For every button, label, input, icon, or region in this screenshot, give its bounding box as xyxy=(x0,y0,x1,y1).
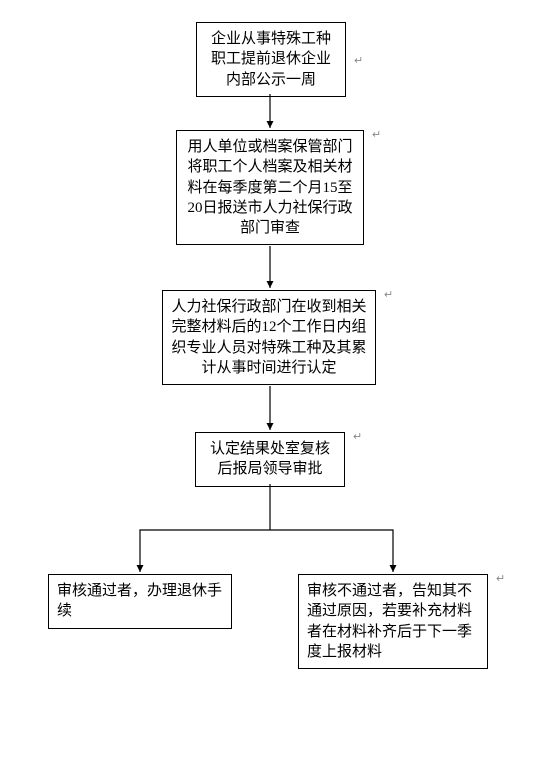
para-marker: ↵ xyxy=(496,572,505,585)
node-text: 人力社保行政部门在收到相关完整材料后的12个工作日内组织专业人员对特殊工种及其累… xyxy=(171,299,366,376)
flowchart-page: { "type": "flowchart", "background_color… xyxy=(0,0,548,761)
flow-node-6: 审核不通过者，告知其不通过原因，若要补充材料者在材料补齐后于下一季度上报材料 xyxy=(298,574,488,669)
flow-node-4: 认定结果处室复核后报局领导审批 xyxy=(195,432,345,487)
flow-node-2: 用人单位或档案保管部门将职工个人档案及相关材料在每季度第二个月15至20日报送市… xyxy=(176,130,364,245)
edge-split-n5 xyxy=(140,530,270,572)
node-text: 审核不通过者，告知其不通过原因，若要补充材料者在材料补齐后于下一季度上报材料 xyxy=(307,583,472,660)
flow-node-5: 审核通过者，办理退休手续 xyxy=(48,574,232,629)
edge-split-n6 xyxy=(270,530,393,572)
para-marker: ↵ xyxy=(384,288,393,301)
para-marker: ↵ xyxy=(354,54,363,67)
flow-node-1: 企业从事特殊工种职工提前退休企业内部公示一周 xyxy=(196,22,346,97)
node-text: 审核通过者，办理退休手续 xyxy=(57,583,222,619)
flow-node-3: 人力社保行政部门在收到相关完整材料后的12个工作日内组织专业人员对特殊工种及其累… xyxy=(162,290,376,385)
node-text: 认定结果处室复核后报局领导审批 xyxy=(210,441,330,477)
para-marker: ↵ xyxy=(353,430,362,443)
node-text: 企业从事特殊工种职工提前退休企业内部公示一周 xyxy=(211,31,331,88)
node-text: 用人单位或档案保管部门将职工个人档案及相关材料在每季度第二个月15至20日报送市… xyxy=(187,139,352,236)
para-marker: ↵ xyxy=(372,128,381,141)
